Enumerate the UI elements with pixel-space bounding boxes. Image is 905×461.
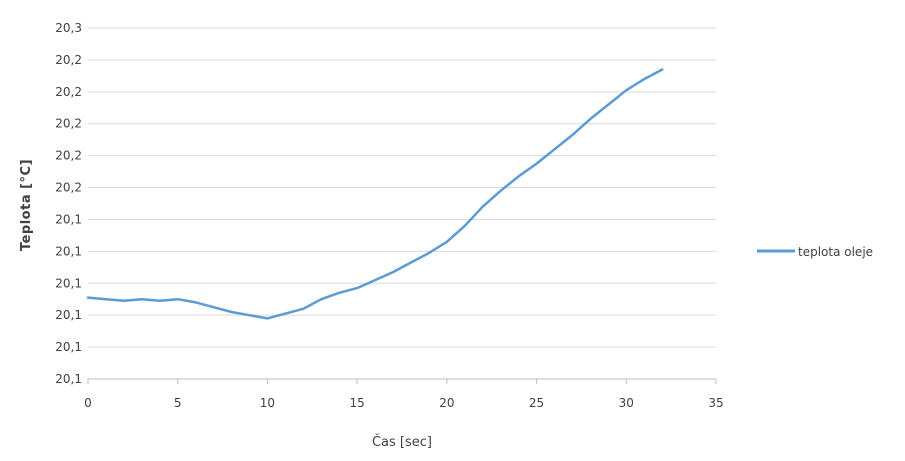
y-tick-label: 20,1: [55, 340, 82, 354]
y-tick-label: 20,1: [55, 372, 82, 386]
y-tick-label: 20,1: [55, 308, 82, 322]
y-tick-label: 20,2: [55, 181, 82, 195]
y-tick-label: 20,2: [55, 53, 82, 67]
series-layer: [86, 68, 664, 320]
y-tick-label: 20,3: [55, 21, 82, 35]
x-tick-label: 15: [350, 396, 365, 410]
x-tick-label: 30: [619, 396, 634, 410]
series-line-0: [86, 68, 664, 320]
y-tick-label: 20,1: [55, 212, 82, 226]
y-tick-label: 20,1: [55, 276, 82, 290]
gridlines: [88, 27, 716, 380]
y-tick-label: 20,2: [55, 117, 82, 131]
x-tick-label: 0: [84, 396, 92, 410]
legend: teplota oleje: [757, 245, 873, 259]
y-axis-ticks: 20,1 20,1 20,1 20,1 20,1 20,1 20,2 20,2 20,2 20,2…: [55, 21, 82, 386]
legend-label: teplota oleje: [798, 245, 873, 259]
y-axis-label: Teplota [°C]: [19, 159, 34, 251]
y-tick-label: 20,2: [55, 149, 82, 163]
x-tick-label: 25: [529, 396, 544, 410]
x-tick-label: 5: [174, 396, 182, 410]
x-axis-ticks: 0 5 10 15 20 25 30 35: [84, 379, 724, 410]
x-tick-label: 35: [708, 396, 723, 410]
x-axis-label: Čas [sec]: [372, 434, 432, 450]
y-tick-label: 20,2: [55, 85, 82, 99]
x-tick-label: 10: [260, 396, 275, 410]
y-tick-label: 20,1: [55, 244, 82, 258]
x-tick-label: 20: [439, 396, 454, 410]
